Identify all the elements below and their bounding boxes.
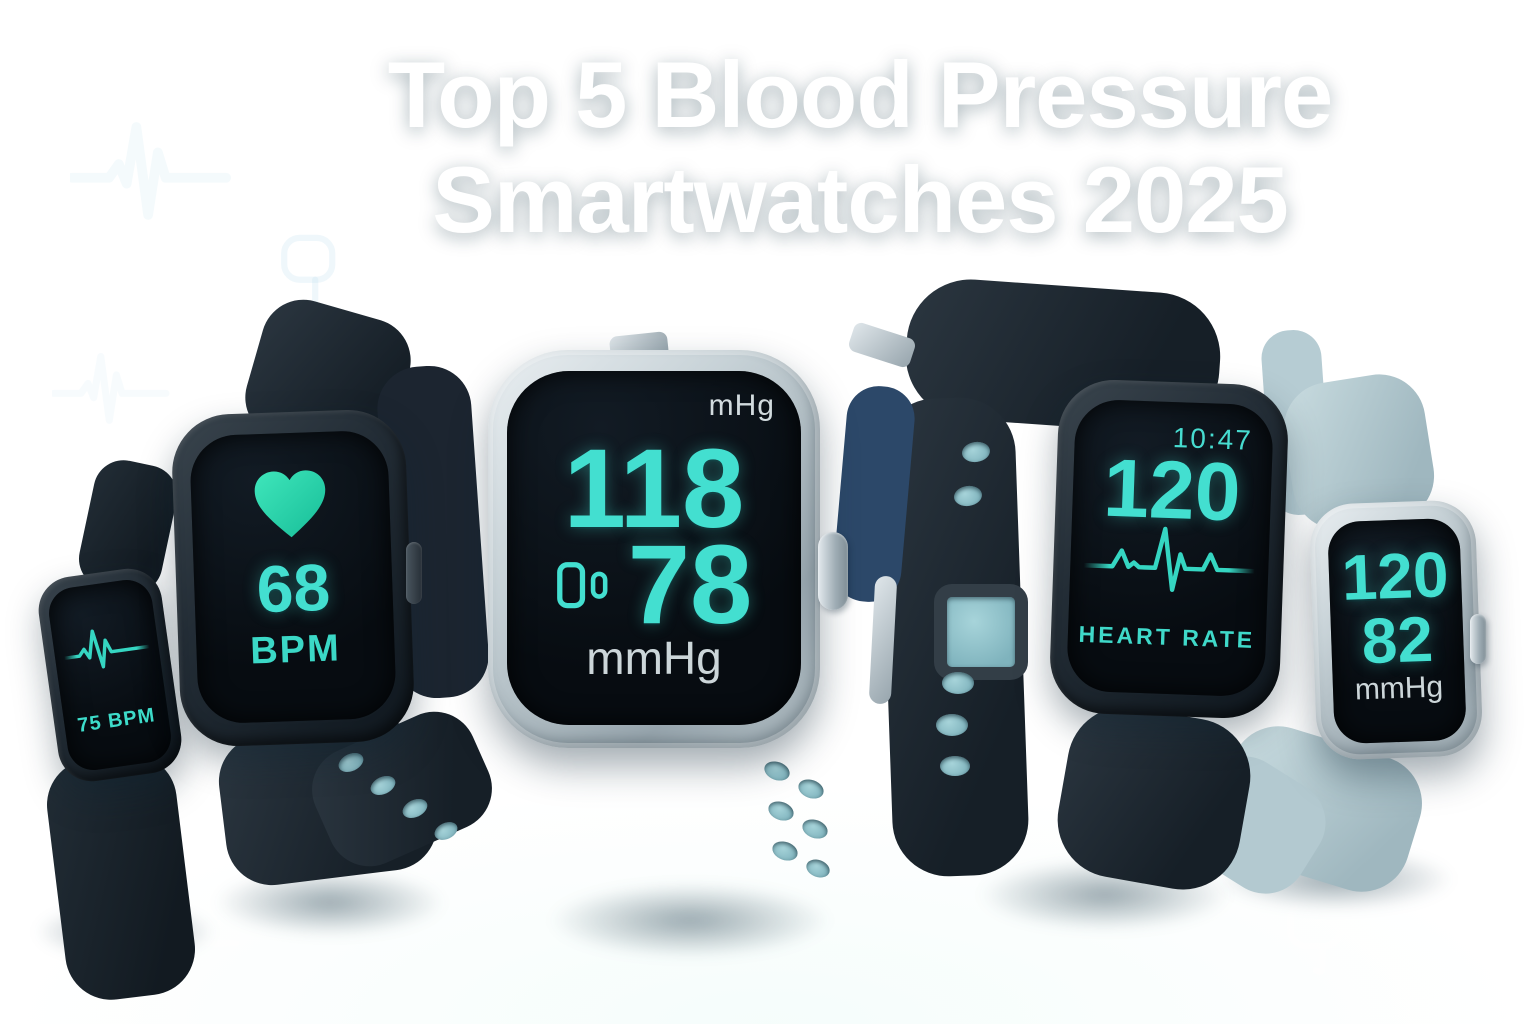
ecg-line-icon — [1293, 290, 1475, 392]
crown-button — [818, 532, 848, 610]
page-title: Top 5 Blood Pressure Smartwatches 2025 — [190, 42, 1530, 253]
heart-rate-value: 68 — [255, 549, 332, 627]
ecg-waveform-icon — [57, 617, 156, 687]
diastolic-row: 78 — [507, 529, 801, 641]
ecg-line-icon — [52, 348, 202, 426]
strap-hole — [942, 672, 974, 694]
watch-2-screen: 68 BPM — [189, 429, 397, 725]
ecg-line-icon — [70, 108, 275, 230]
systolic-value: 120 — [1340, 538, 1450, 614]
heart-icon — [247, 464, 334, 545]
mmhg-unit-label: mmHg — [586, 632, 722, 684]
strap-hole — [936, 714, 968, 736]
heart-rate-label: HEART RATE — [1078, 620, 1256, 654]
bpm-unit-label: BPM — [249, 627, 342, 673]
diastolic-value: 78 — [627, 522, 753, 647]
bp-cuff-outline-icon — [1283, 896, 1349, 980]
title-line-2: Smartwatches 2025 — [432, 147, 1289, 253]
mmhg-unit-label: mmHg — [1354, 670, 1444, 707]
crown-button — [1470, 614, 1486, 664]
systolic-value: 118 — [563, 426, 745, 551]
diastolic-value: 82 — [1360, 602, 1435, 678]
bp-cuff-icon — [556, 561, 612, 617]
strap-hole — [940, 756, 970, 776]
watch-1-screen: 75 BPM — [45, 576, 175, 774]
floor-shadow — [495, 868, 885, 973]
bpm-reading: 75 BPM — [76, 704, 157, 737]
crown-button — [406, 542, 422, 604]
watch-5-screen: 120 82 mmHg — [1327, 517, 1467, 745]
title-line-1: Top 5 Blood Pressure — [387, 42, 1334, 147]
unit-corner-label: mHg — [708, 389, 775, 422]
watch-3-screen: mHg 118 78 mmHg — [507, 371, 801, 725]
band-buckle — [934, 584, 1028, 680]
watch-4-screen: 10:47 120 HEART RATE — [1065, 398, 1275, 698]
ecg-waveform-icon — [1079, 519, 1260, 609]
watch-band-bottom — [547, 727, 838, 929]
